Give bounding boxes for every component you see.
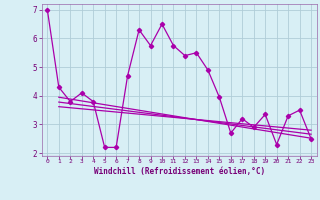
X-axis label: Windchill (Refroidissement éolien,°C): Windchill (Refroidissement éolien,°C) [94, 167, 265, 176]
